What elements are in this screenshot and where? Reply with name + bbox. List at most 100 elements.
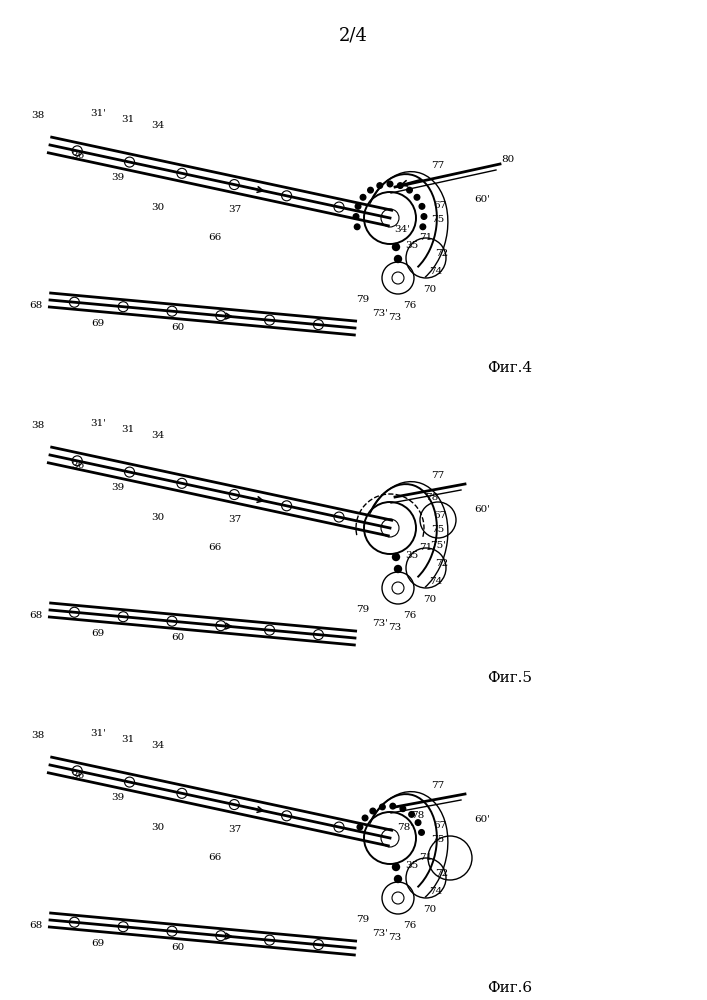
Text: 76: 76 bbox=[404, 302, 416, 310]
Circle shape bbox=[407, 187, 412, 193]
Text: 74: 74 bbox=[429, 267, 443, 276]
Circle shape bbox=[390, 803, 396, 809]
Text: 31': 31' bbox=[90, 418, 106, 428]
Text: 39: 39 bbox=[112, 172, 124, 182]
Text: 72: 72 bbox=[436, 249, 449, 258]
Text: 35: 35 bbox=[405, 552, 419, 560]
Circle shape bbox=[362, 815, 368, 821]
Text: 36: 36 bbox=[71, 770, 85, 780]
Text: 75': 75' bbox=[430, 542, 446, 550]
Text: 69: 69 bbox=[91, 320, 105, 328]
Text: 60: 60 bbox=[171, 944, 185, 952]
Text: 34: 34 bbox=[151, 430, 165, 440]
Text: 31': 31' bbox=[90, 728, 106, 738]
Circle shape bbox=[392, 243, 399, 250]
Text: 77: 77 bbox=[431, 782, 445, 790]
Text: 31: 31 bbox=[122, 424, 134, 434]
Text: 77: 77 bbox=[431, 161, 445, 170]
Text: 36: 36 bbox=[71, 460, 85, 470]
Text: 73': 73' bbox=[372, 619, 388, 629]
Circle shape bbox=[377, 183, 382, 188]
Circle shape bbox=[395, 255, 402, 262]
Circle shape bbox=[419, 830, 424, 835]
Text: 79: 79 bbox=[356, 605, 370, 614]
Text: 73: 73 bbox=[388, 934, 402, 942]
Text: 69: 69 bbox=[91, 940, 105, 948]
Text: 39: 39 bbox=[112, 792, 124, 802]
Circle shape bbox=[354, 224, 360, 230]
Text: 76: 76 bbox=[404, 611, 416, 620]
Text: 38: 38 bbox=[31, 730, 45, 740]
Text: Фиг.4: Фиг.4 bbox=[487, 361, 532, 375]
Text: 72: 72 bbox=[436, 869, 449, 879]
Text: 66: 66 bbox=[209, 852, 221, 861]
Text: 67: 67 bbox=[433, 822, 447, 830]
Text: 71: 71 bbox=[419, 544, 433, 552]
Text: 31: 31 bbox=[122, 114, 134, 123]
Text: Фиг.5: Фиг.5 bbox=[488, 671, 532, 685]
Circle shape bbox=[361, 195, 366, 200]
Circle shape bbox=[415, 820, 421, 825]
Circle shape bbox=[355, 204, 361, 209]
Text: 73: 73 bbox=[388, 314, 402, 322]
Circle shape bbox=[419, 204, 425, 209]
Circle shape bbox=[397, 183, 403, 188]
Text: 66: 66 bbox=[209, 232, 221, 241]
Circle shape bbox=[395, 876, 402, 882]
Text: 78: 78 bbox=[411, 812, 425, 820]
Circle shape bbox=[392, 554, 399, 560]
Text: 38: 38 bbox=[31, 420, 45, 430]
Text: 2/4: 2/4 bbox=[339, 26, 368, 44]
Text: 75: 75 bbox=[431, 836, 445, 844]
Text: 66: 66 bbox=[209, 542, 221, 552]
Text: 73': 73' bbox=[372, 310, 388, 318]
Text: 30: 30 bbox=[151, 202, 165, 212]
Circle shape bbox=[380, 804, 385, 810]
Text: 37: 37 bbox=[228, 516, 242, 524]
Text: 30: 30 bbox=[151, 822, 165, 832]
Text: 76: 76 bbox=[404, 922, 416, 930]
Circle shape bbox=[368, 187, 373, 193]
Text: 78: 78 bbox=[426, 493, 438, 502]
Text: 68: 68 bbox=[30, 920, 42, 930]
Text: 70: 70 bbox=[423, 286, 437, 294]
Text: 31: 31 bbox=[122, 734, 134, 744]
Circle shape bbox=[392, 863, 399, 870]
Text: 72: 72 bbox=[436, 560, 449, 568]
Text: 73': 73' bbox=[372, 930, 388, 938]
Text: 37: 37 bbox=[228, 826, 242, 834]
Circle shape bbox=[370, 808, 375, 814]
Circle shape bbox=[400, 806, 406, 812]
Text: 75: 75 bbox=[431, 526, 445, 534]
Circle shape bbox=[357, 824, 363, 830]
Text: 60: 60 bbox=[171, 634, 185, 643]
Circle shape bbox=[409, 812, 414, 817]
Text: 39: 39 bbox=[112, 483, 124, 491]
Text: 67: 67 bbox=[433, 512, 447, 520]
Text: 60': 60' bbox=[474, 506, 490, 514]
Text: 34': 34' bbox=[394, 226, 410, 234]
Text: 79: 79 bbox=[356, 296, 370, 304]
Text: 60': 60' bbox=[474, 196, 490, 205]
Text: 38: 38 bbox=[31, 110, 45, 119]
Text: 35: 35 bbox=[405, 861, 419, 870]
Text: 70: 70 bbox=[423, 595, 437, 604]
Text: 71: 71 bbox=[419, 854, 433, 862]
Circle shape bbox=[414, 195, 420, 200]
Text: Фиг.6: Фиг.6 bbox=[487, 981, 532, 995]
Text: 37: 37 bbox=[228, 206, 242, 215]
Text: 68: 68 bbox=[30, 610, 42, 619]
Text: 68: 68 bbox=[30, 300, 42, 310]
Text: 60': 60' bbox=[474, 816, 490, 824]
Text: 60: 60 bbox=[171, 324, 185, 332]
Circle shape bbox=[421, 214, 427, 219]
Text: 69: 69 bbox=[91, 630, 105, 639]
Text: 71: 71 bbox=[419, 233, 433, 242]
Circle shape bbox=[420, 224, 426, 230]
Text: 34: 34 bbox=[151, 740, 165, 750]
Text: 70: 70 bbox=[423, 906, 437, 914]
Text: 75: 75 bbox=[431, 216, 445, 225]
Circle shape bbox=[354, 214, 359, 219]
Text: 80: 80 bbox=[501, 154, 515, 163]
Text: 36: 36 bbox=[71, 150, 85, 159]
